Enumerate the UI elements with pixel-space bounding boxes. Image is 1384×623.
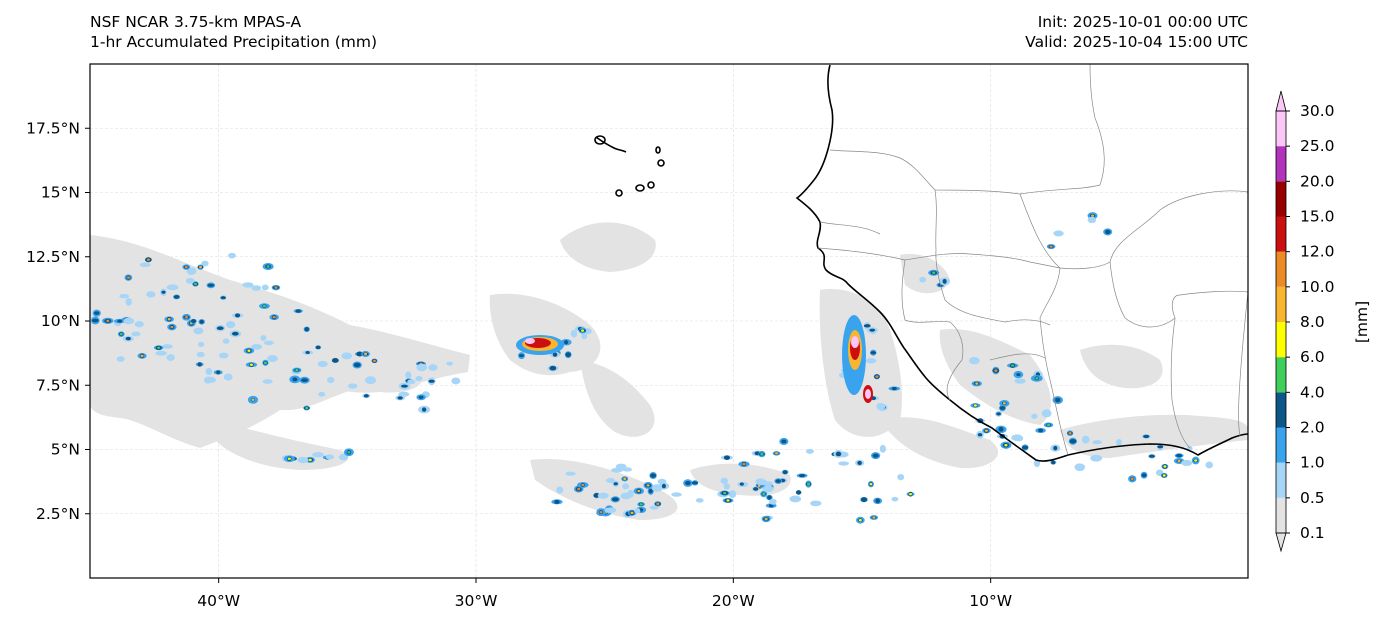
lon-tick-label: 10°W (969, 592, 1012, 610)
colorbar-tick-label: 0.5 (1300, 489, 1325, 507)
colorbar-tick-label: 30.0 (1300, 102, 1335, 120)
colorbar-segment (1276, 146, 1286, 182)
lat-tick-label: 10°N (41, 312, 80, 330)
colorbar-tick-label: 25.0 (1300, 137, 1335, 155)
colorbar-segment (1276, 216, 1286, 252)
lat-tick-label: 15°N (41, 184, 80, 202)
model-title: NSF NCAR 3.75-km MPAS-A (90, 13, 302, 31)
precip-cells (90, 212, 1214, 524)
colorbar-segment (1276, 357, 1286, 393)
colorbar-max-extend (1275, 90, 1287, 112)
colorbar-segment (1276, 251, 1286, 287)
lat-tick-label: 7.5°N (36, 376, 80, 394)
lat-tick-label: 5°N (51, 441, 80, 459)
colorbar-segment (1276, 427, 1286, 463)
colorbar: 0.1 0.5 1.0 2.0 4.0 6.0 8.0 10.0 12.0 15.0 20.0 25.… (1275, 90, 1335, 553)
colorbar-tick-label: 15.0 (1300, 208, 1335, 226)
colorbar-tick-label: 4.0 (1300, 383, 1325, 401)
precip-heavy-cores (516, 315, 873, 403)
colorbar-segment (1276, 497, 1286, 533)
colorbar-tick-label: 20.0 (1300, 172, 1335, 190)
map-axes: 2.5°N 5°N 7.5°N 10°N 12.5°N 15°N 17.5°N 40°W 30°… (26, 119, 1012, 610)
colorbar-segment (1276, 462, 1286, 498)
colorbar-segment (1276, 181, 1286, 217)
colorbar-segment (1276, 286, 1286, 322)
lon-tick-label: 30°W (455, 592, 498, 610)
lat-tick-label: 17.5°N (26, 119, 80, 137)
lat-tick-label: 12.5°N (26, 248, 80, 266)
lon-tick-label: 20°W (712, 592, 755, 610)
colorbar-segment (1276, 322, 1286, 358)
colorbar-tick-label: 12.0 (1300, 243, 1335, 261)
field-title: 1-hr Accumulated Precipitation (mm) (90, 33, 377, 51)
colorbar-tick-label: 6.0 (1300, 348, 1325, 366)
coastline (594, 64, 1248, 462)
init-time: Init: 2025-10-01 00:00 UTC (1037, 13, 1248, 31)
colorbar-tick-label: 8.0 (1300, 313, 1325, 331)
lat-tick-label: 2.5°N (36, 505, 80, 523)
colorbar-unit-label: [mm] (1353, 301, 1371, 343)
colorbar-tick-label: 10.0 (1300, 278, 1335, 296)
colorbar-tick-label: 0.1 (1300, 524, 1325, 542)
colorbar-segment (1276, 111, 1286, 147)
valid-time: Valid: 2025-10-04 15:00 UTC (1025, 33, 1248, 51)
colorbar-segment (1276, 392, 1286, 428)
colorbar-tick-label: 1.0 (1300, 454, 1325, 472)
colorbar-tick-label: 2.0 (1300, 419, 1325, 437)
country-borders (817, 64, 1248, 456)
colorbar-min-extend (1275, 532, 1287, 553)
lon-tick-label: 40°W (197, 592, 240, 610)
